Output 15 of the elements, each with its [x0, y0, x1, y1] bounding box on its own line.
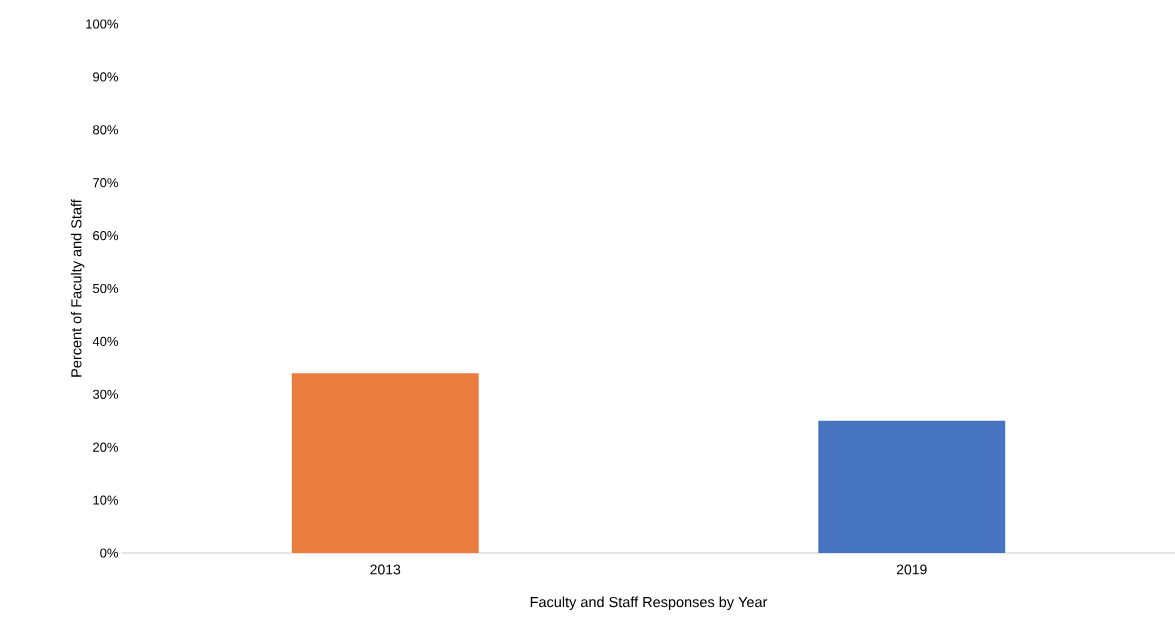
- y-tick-label: 60%: [93, 230, 119, 241]
- y-tick-label: 80%: [93, 125, 119, 135]
- y-tick-label: 90%: [93, 72, 119, 82]
- y-tick-label: 0%: [100, 548, 119, 558]
- y-tick-label: 10%: [93, 495, 119, 505]
- y-tick-label: 100%: [86, 19, 119, 29]
- x-tick-label: 2013: [370, 564, 401, 575]
- x-tick-label: 2019: [896, 564, 927, 575]
- y-tick-label: 30%: [92, 389, 119, 399]
- x-axis-title: Faculty and Staff Responses by Year: [530, 596, 768, 611]
- y-axis-title: Percent of Faculty and Staff: [70, 199, 85, 377]
- y-tick-label: 40%: [92, 336, 119, 346]
- y-tick-label: 70%: [93, 178, 119, 188]
- y-tick-label: 50%: [92, 283, 119, 294]
- y-tick-label: 20%: [93, 442, 119, 452]
